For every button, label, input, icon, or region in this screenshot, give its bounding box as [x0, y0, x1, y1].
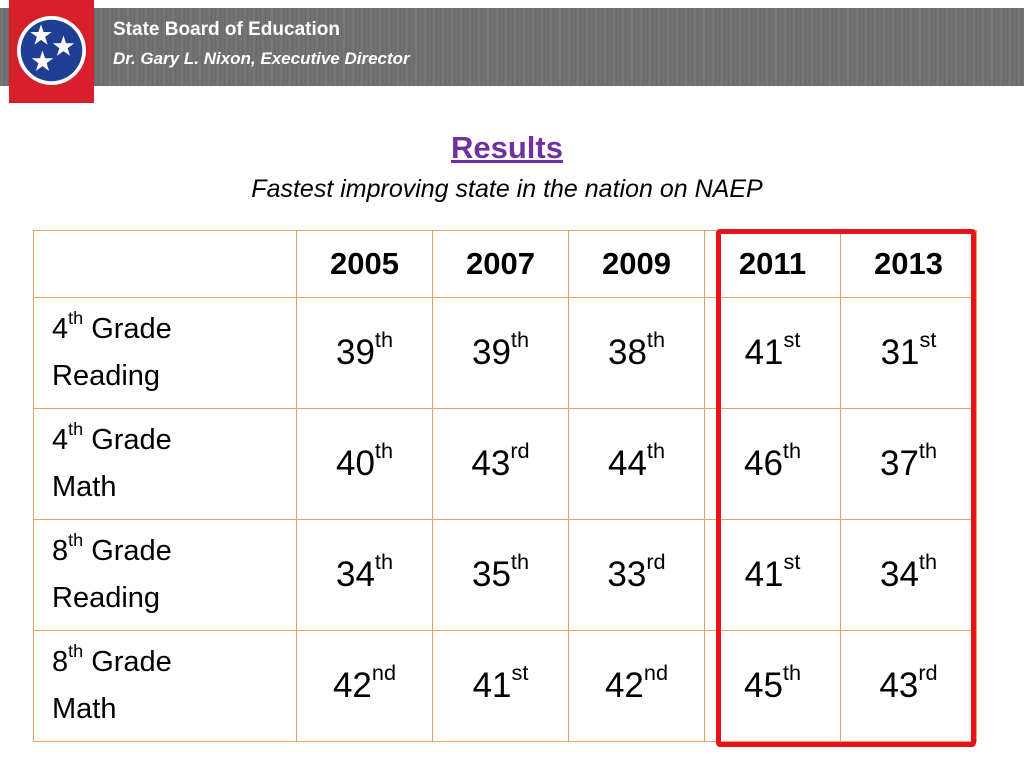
- rank-suffix: th: [782, 438, 802, 464]
- rank-number: 34: [335, 555, 375, 594]
- rank-suffix: th: [374, 438, 394, 464]
- rank-cell: 46th: [704, 408, 841, 520]
- highlight-box-2011-2013: [716, 229, 976, 747]
- rank-suffix: th: [918, 438, 938, 464]
- table-row: 4th Grade Reading 39th 39th 38th 41st 31s…: [33, 297, 977, 409]
- results-table: 2005 2007 2009 2011 2013 4th Grade Readin…: [33, 230, 977, 742]
- rank-suffix: th: [374, 327, 394, 353]
- grade-suffix: th: [68, 640, 84, 661]
- rank-cell: 34th: [840, 519, 977, 631]
- rank-number: 39: [335, 333, 375, 372]
- rank-number: 41: [744, 555, 784, 594]
- rank-suffix: st: [919, 327, 937, 353]
- grade-suffix: th: [68, 307, 84, 328]
- executive-director: Dr. Gary L. Nixon, Executive Director: [113, 49, 410, 68]
- rank-cell: 35th: [432, 519, 569, 631]
- row-label: 8th Grade Reading: [33, 519, 297, 631]
- rank-suffix: th: [918, 549, 938, 575]
- rank-number: 31: [880, 333, 920, 372]
- rank-suffix: st: [783, 549, 801, 575]
- rank-number: 40: [335, 444, 375, 483]
- table-header-row: 2005 2007 2009 2011 2013: [33, 230, 977, 298]
- rank-cell: 42nd: [296, 630, 433, 742]
- rank-suffix: th: [374, 549, 394, 575]
- rank-number: 38: [607, 333, 647, 372]
- rank-suffix: nd: [643, 660, 669, 686]
- rank-cell: 41st: [704, 297, 841, 409]
- rank-number: 33: [607, 555, 647, 594]
- org-name: State Board of Education: [113, 19, 340, 40]
- rank-number: 45: [743, 666, 783, 705]
- subject: Math: [52, 693, 117, 725]
- grade-word: Grade: [83, 646, 172, 678]
- header-corner-cell: [33, 230, 297, 298]
- rank-suffix: rd: [646, 549, 666, 575]
- row-label: 4th Grade Reading: [33, 297, 297, 409]
- rank-suffix: th: [646, 438, 666, 464]
- rank-cell: 39th: [432, 297, 569, 409]
- rank-cell: 33rd: [568, 519, 705, 631]
- grade-word: Grade: [83, 535, 172, 567]
- rank-number: 44: [607, 444, 647, 483]
- header-bar: [0, 8, 1024, 86]
- row-label: 8th Grade Math: [33, 630, 297, 742]
- rank-suffix: th: [510, 327, 530, 353]
- rank-cell: 39th: [296, 297, 433, 409]
- rank-number: 42: [604, 666, 644, 705]
- row-label: 4th Grade Math: [33, 408, 297, 520]
- year-header: 2013: [840, 230, 977, 298]
- subject: Reading: [52, 360, 161, 392]
- rank-number: 35: [471, 555, 511, 594]
- year-header: 2005: [296, 230, 433, 298]
- rank-cell: 31st: [840, 297, 977, 409]
- rank-number: 46: [743, 444, 783, 483]
- rank-suffix: rd: [918, 660, 938, 686]
- rank-suffix: th: [782, 660, 802, 686]
- rank-number: 43: [471, 444, 511, 483]
- rank-suffix: st: [783, 327, 801, 353]
- grade-number: 8: [52, 535, 69, 567]
- rank-number: 34: [879, 555, 919, 594]
- rank-suffix: th: [510, 549, 530, 575]
- rank-number: 41: [744, 333, 784, 372]
- rank-suffix: rd: [510, 438, 530, 464]
- rank-suffix: nd: [371, 660, 397, 686]
- page-title: Results: [451, 130, 563, 165]
- grade-number: 4: [52, 424, 69, 456]
- page-subtitle: Fastest improving state in the nation on…: [251, 175, 763, 203]
- table-row: 8th Grade Reading 34th 35th 33rd 41st 34t…: [33, 519, 977, 631]
- grade-number: 4: [52, 313, 69, 345]
- rank-cell: 43rd: [432, 408, 569, 520]
- rank-cell: 45th: [704, 630, 841, 742]
- table-row: 8th Grade Math 42nd 41st 42nd 45th 43rd: [33, 630, 977, 742]
- grade-word: Grade: [83, 424, 172, 456]
- year-header: 2009: [568, 230, 705, 298]
- subject: Math: [52, 471, 117, 503]
- rank-cell: 41st: [432, 630, 569, 742]
- grade-number: 8: [52, 646, 69, 678]
- rank-number: 37: [879, 444, 919, 483]
- rank-suffix: th: [646, 327, 666, 353]
- rank-cell: 42nd: [568, 630, 705, 742]
- grade-suffix: th: [68, 529, 84, 550]
- rank-cell: 38th: [568, 297, 705, 409]
- rank-number: 41: [472, 666, 512, 705]
- rank-cell: 43rd: [840, 630, 977, 742]
- rank-cell: 40th: [296, 408, 433, 520]
- rank-number: 42: [332, 666, 372, 705]
- rank-number: 43: [879, 666, 919, 705]
- rank-cell: 41st: [704, 519, 841, 631]
- subject: Reading: [52, 582, 161, 614]
- rank-cell: 34th: [296, 519, 433, 631]
- grade-word: Grade: [83, 313, 172, 345]
- rank-cell: 44th: [568, 408, 705, 520]
- rank-suffix: st: [511, 660, 529, 686]
- tennessee-tristar-icon: [9, 0, 94, 103]
- grade-suffix: th: [68, 418, 84, 439]
- year-header: 2011: [704, 230, 841, 298]
- rank-cell: 37th: [840, 408, 977, 520]
- rank-number: 39: [471, 333, 511, 372]
- year-header: 2007: [432, 230, 569, 298]
